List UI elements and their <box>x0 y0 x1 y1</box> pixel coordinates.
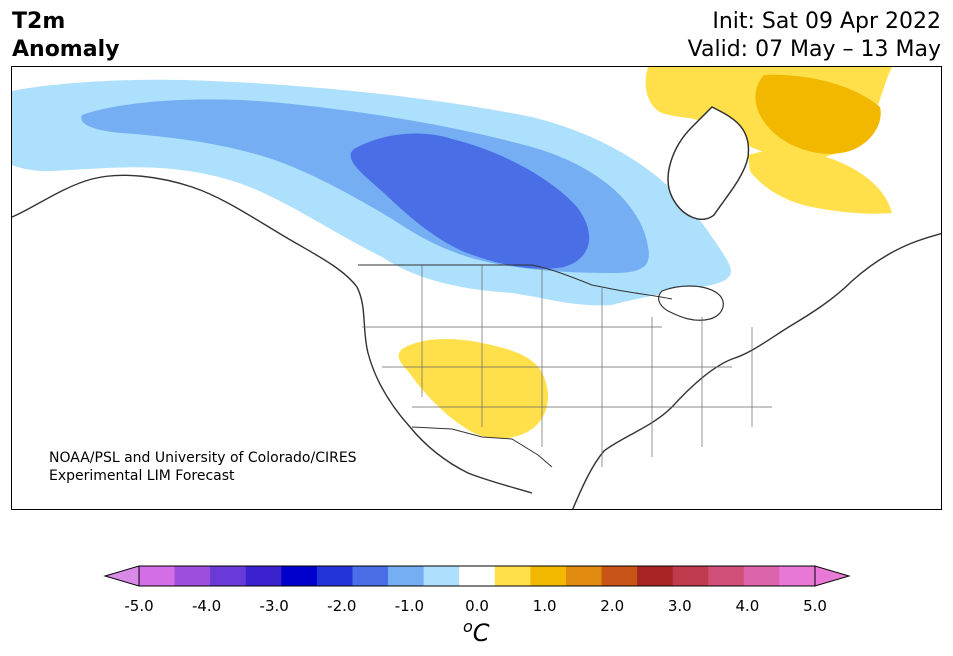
init-date: Init: Sat 09 Apr 2022 <box>712 9 941 34</box>
colorbar-segment <box>210 566 247 586</box>
hudson-bay-coast <box>667 106 750 220</box>
colorbar-segment <box>174 566 211 586</box>
colorbar-unit: oC <box>463 617 490 647</box>
colorbar-segment <box>245 566 282 586</box>
colorbar-tick-label: 1.0 <box>532 597 557 615</box>
colorbar-tick-label: 0.0 <box>465 597 489 615</box>
colorbar-segment <box>423 566 460 586</box>
colorbar-tick-label: 2.0 <box>600 597 625 615</box>
colorbar-tick-label: -1.0 <box>394 597 425 615</box>
degree-symbol: o <box>463 617 473 636</box>
colorbar-segment <box>494 566 531 586</box>
colorbar-segment <box>708 566 745 586</box>
map-canvas <box>12 67 941 509</box>
colorbar-tick-label: -4.0 <box>191 597 222 615</box>
colorbar-over-extension <box>814 565 851 587</box>
colorbar-tick-label: -5.0 <box>124 597 154 615</box>
map-title: T2m Anomaly <box>12 8 119 64</box>
coastline <box>12 174 941 509</box>
colorbar-tick-label: 5.0 <box>803 597 827 615</box>
colorbar-under-extension <box>103 565 140 587</box>
great-lakes <box>658 285 724 321</box>
colorbar-segment <box>459 566 496 586</box>
cold-anomaly-core <box>350 133 590 269</box>
colorbar-segment <box>565 566 603 586</box>
colorbar-tick-label: 3.0 <box>667 597 692 615</box>
us-canada-border <box>358 264 673 300</box>
credit-text: NOAA/PSL and University of Colorado/CIRE… <box>49 449 357 485</box>
colorbar-segment <box>601 566 638 586</box>
forecast-dates: Init: Sat 09 Apr 2022 Valid: 07 May – 13… <box>688 8 941 64</box>
warm-anomaly-southwest <box>398 339 548 439</box>
colorbar-segment <box>743 566 780 586</box>
valid-range: Valid: 07 May – 13 May <box>687 37 941 62</box>
credit-line-2: Experimental LIM Forecast <box>49 468 235 484</box>
colorbar-tick-label: -2.0 <box>327 597 357 615</box>
unit-letter: C <box>472 619 490 647</box>
colorbar-segment <box>779 566 816 586</box>
colorbar-tick-label: -3.0 <box>259 597 289 615</box>
anomaly-map <box>11 66 942 510</box>
colorbar <box>103 565 851 587</box>
colorbar-segment <box>637 566 674 586</box>
title-line-1: T2m <box>12 9 66 34</box>
colorbar-outline <box>138 565 816 587</box>
colorbar-segment <box>281 566 318 586</box>
title-line-2: Anomaly <box>12 37 120 62</box>
colorbar-tick-label: 4.0 <box>735 597 760 615</box>
colorbar-segment <box>139 566 176 586</box>
warm-anomaly-greenland-core <box>755 74 881 154</box>
us-mexico-border <box>411 426 553 468</box>
state-borders <box>362 265 772 467</box>
hudson-bay <box>667 106 750 220</box>
credit-line-1: NOAA/PSL and University of Colorado/CIRE… <box>49 450 357 466</box>
colorbar-segment <box>352 566 389 586</box>
colorbar-segment <box>672 566 709 586</box>
colorbar-segment <box>388 566 425 586</box>
colorbar-segment <box>316 566 353 586</box>
warm-anomaly-labrador <box>748 150 892 214</box>
colorbar-segment <box>530 566 567 586</box>
